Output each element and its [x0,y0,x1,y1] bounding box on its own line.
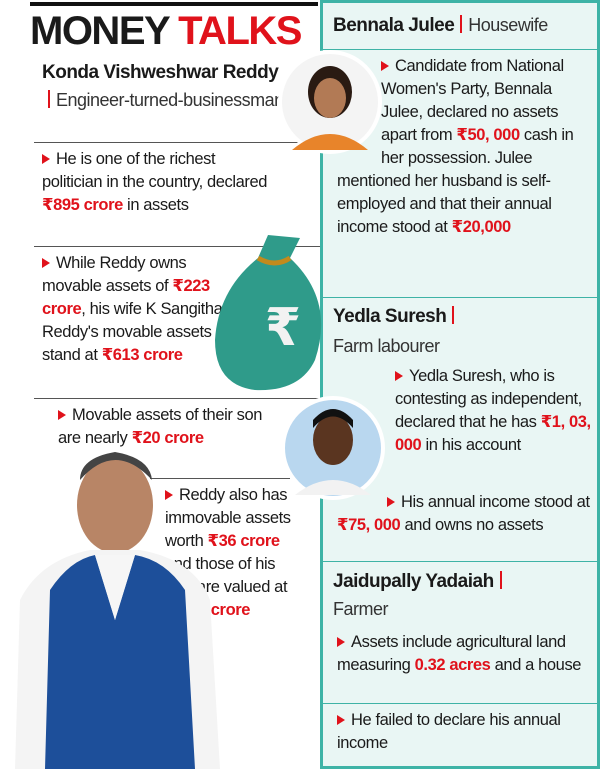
bullet: He failed to declare his annual income [337,709,577,755]
highlight-figure: ₹20 crore [131,429,204,447]
highlight-figure: ₹36 crore [207,532,280,550]
bullet: Candidate from National Women's Party, B… [337,55,587,239]
person-role: Farm labourer [333,336,440,356]
bullet-text: in his account [421,436,522,454]
bullet-text: Yedla Suresh, who is contesting as indep… [395,367,582,431]
highlight-figure: ₹20,000 [451,218,512,236]
bullet: He is one of the richest politician in t… [42,148,272,217]
divider [150,478,290,479]
title: MONEY TALKS [30,2,318,56]
person-role: Engineer-turned-businessman [56,90,284,110]
highlight-figure: ₹75, 000 [337,516,401,534]
person-role: Housewife [468,15,548,35]
bullet-text: Movable assets of their son are nearly [58,406,263,447]
bullet-text: , his wife K Sangitha Reddy's movable as… [42,300,223,364]
bullet-text: He is one of the richest politician in t… [42,150,268,191]
bullet-text: and owns no assets [400,516,544,534]
person-name: Konda Vishweshwar Reddy [42,62,279,83]
bullet: Assets include agricultural land measuri… [337,631,592,677]
bullet: Yedla Suresh, who is contesting as indep… [337,365,592,480]
bullet-text: While Reddy owns movable assets of [42,254,187,295]
person-name: Yedla Suresh [333,306,447,327]
divider [323,703,597,704]
bullet-text: Assets include agricultural land measuri… [337,633,566,674]
right-panel: Bennala Julee Housewife Candidate from Na… [320,0,600,769]
bullet-text: and those of his wife are valued at [165,555,288,596]
profile-header: Yedla Suresh Farm labourer [333,303,533,362]
profile-header: Bennala Julee Housewife [333,15,593,37]
bullet-text: and a house [490,656,582,674]
person-name: Bennala Julee [333,15,455,36]
highlight-figure: ₹613 crore [101,346,183,364]
highlight-figure: ₹1, 03, 000 [395,413,591,454]
bullet: While Reddy owns movable assets of ₹223 … [42,252,227,367]
title-word: MONEY [30,9,170,53]
highlight-figure: ₹895 crore [42,196,123,214]
person-name: Jaidupally Yadaiah [333,571,494,592]
bullet: Movable assets of their son are nearly ₹… [58,404,273,450]
divider [323,561,597,562]
bullet-text: cash in her possession. Julee mentioned … [337,126,574,236]
divider [323,49,597,50]
bullet-text: His annual income stood at [401,493,590,511]
bullet-text: Candidate from National Women's Party, B… [381,57,564,144]
divider [34,142,320,143]
bullet: His annual income stood at ₹75, 000 and … [337,491,592,537]
bullet-text: He failed to declare his annual income [337,711,561,752]
highlight-figure: ₹223 crore [42,277,210,318]
profile-header: Jaidupally Yadaiah Farmer [333,569,573,624]
divider [323,297,597,298]
bullet-text: Reddy also has immovable assets worth [165,486,291,550]
highlight-figure: 0.32 acres [414,656,491,674]
divider [34,398,320,399]
bullet-text: in assets [122,196,189,214]
profile-header: Konda Vishweshwar Reddy Engineer-turned-b… [42,60,287,115]
highlight-figure: ₹50, 000 [456,126,520,144]
bullet: Reddy also has immovable assets worth ₹3… [165,484,305,622]
highlight-figure: ₹1.81 crore [165,601,251,619]
rupee-symbol: ₹ [265,298,301,358]
money-bag: ₹ [215,235,322,391]
person-role: Farmer [333,599,389,619]
divider [34,246,320,247]
title-word: TALKS [178,9,302,53]
